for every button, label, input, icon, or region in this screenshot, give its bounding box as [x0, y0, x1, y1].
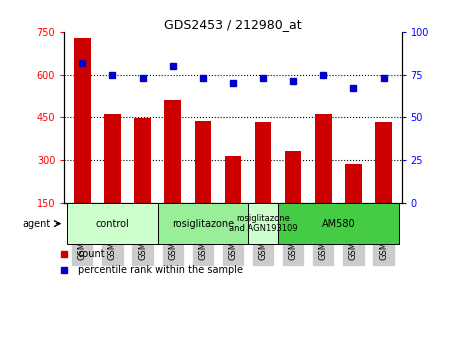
Bar — [285, 151, 302, 246]
Bar — [134, 118, 151, 246]
Text: percentile rank within the sample: percentile rank within the sample — [78, 265, 243, 275]
Bar — [255, 122, 271, 246]
Bar — [164, 100, 181, 246]
Bar — [375, 122, 392, 246]
Text: rosiglitazone: rosiglitazone — [172, 219, 234, 229]
Text: count: count — [78, 249, 106, 259]
Text: agent: agent — [22, 219, 50, 229]
Bar — [195, 121, 211, 246]
Bar — [345, 164, 362, 246]
Bar — [224, 156, 241, 246]
Text: rosiglitazone
and AGN193109: rosiglitazone and AGN193109 — [229, 214, 297, 233]
Bar — [278, 203, 398, 244]
Bar — [104, 114, 121, 246]
Bar — [315, 114, 331, 246]
Bar — [157, 203, 248, 244]
Bar — [248, 203, 278, 244]
Bar — [67, 203, 157, 244]
Title: GDS2453 / 212980_at: GDS2453 / 212980_at — [164, 18, 302, 31]
Bar — [74, 38, 90, 246]
Text: AM580: AM580 — [322, 219, 355, 229]
Text: control: control — [95, 219, 129, 229]
